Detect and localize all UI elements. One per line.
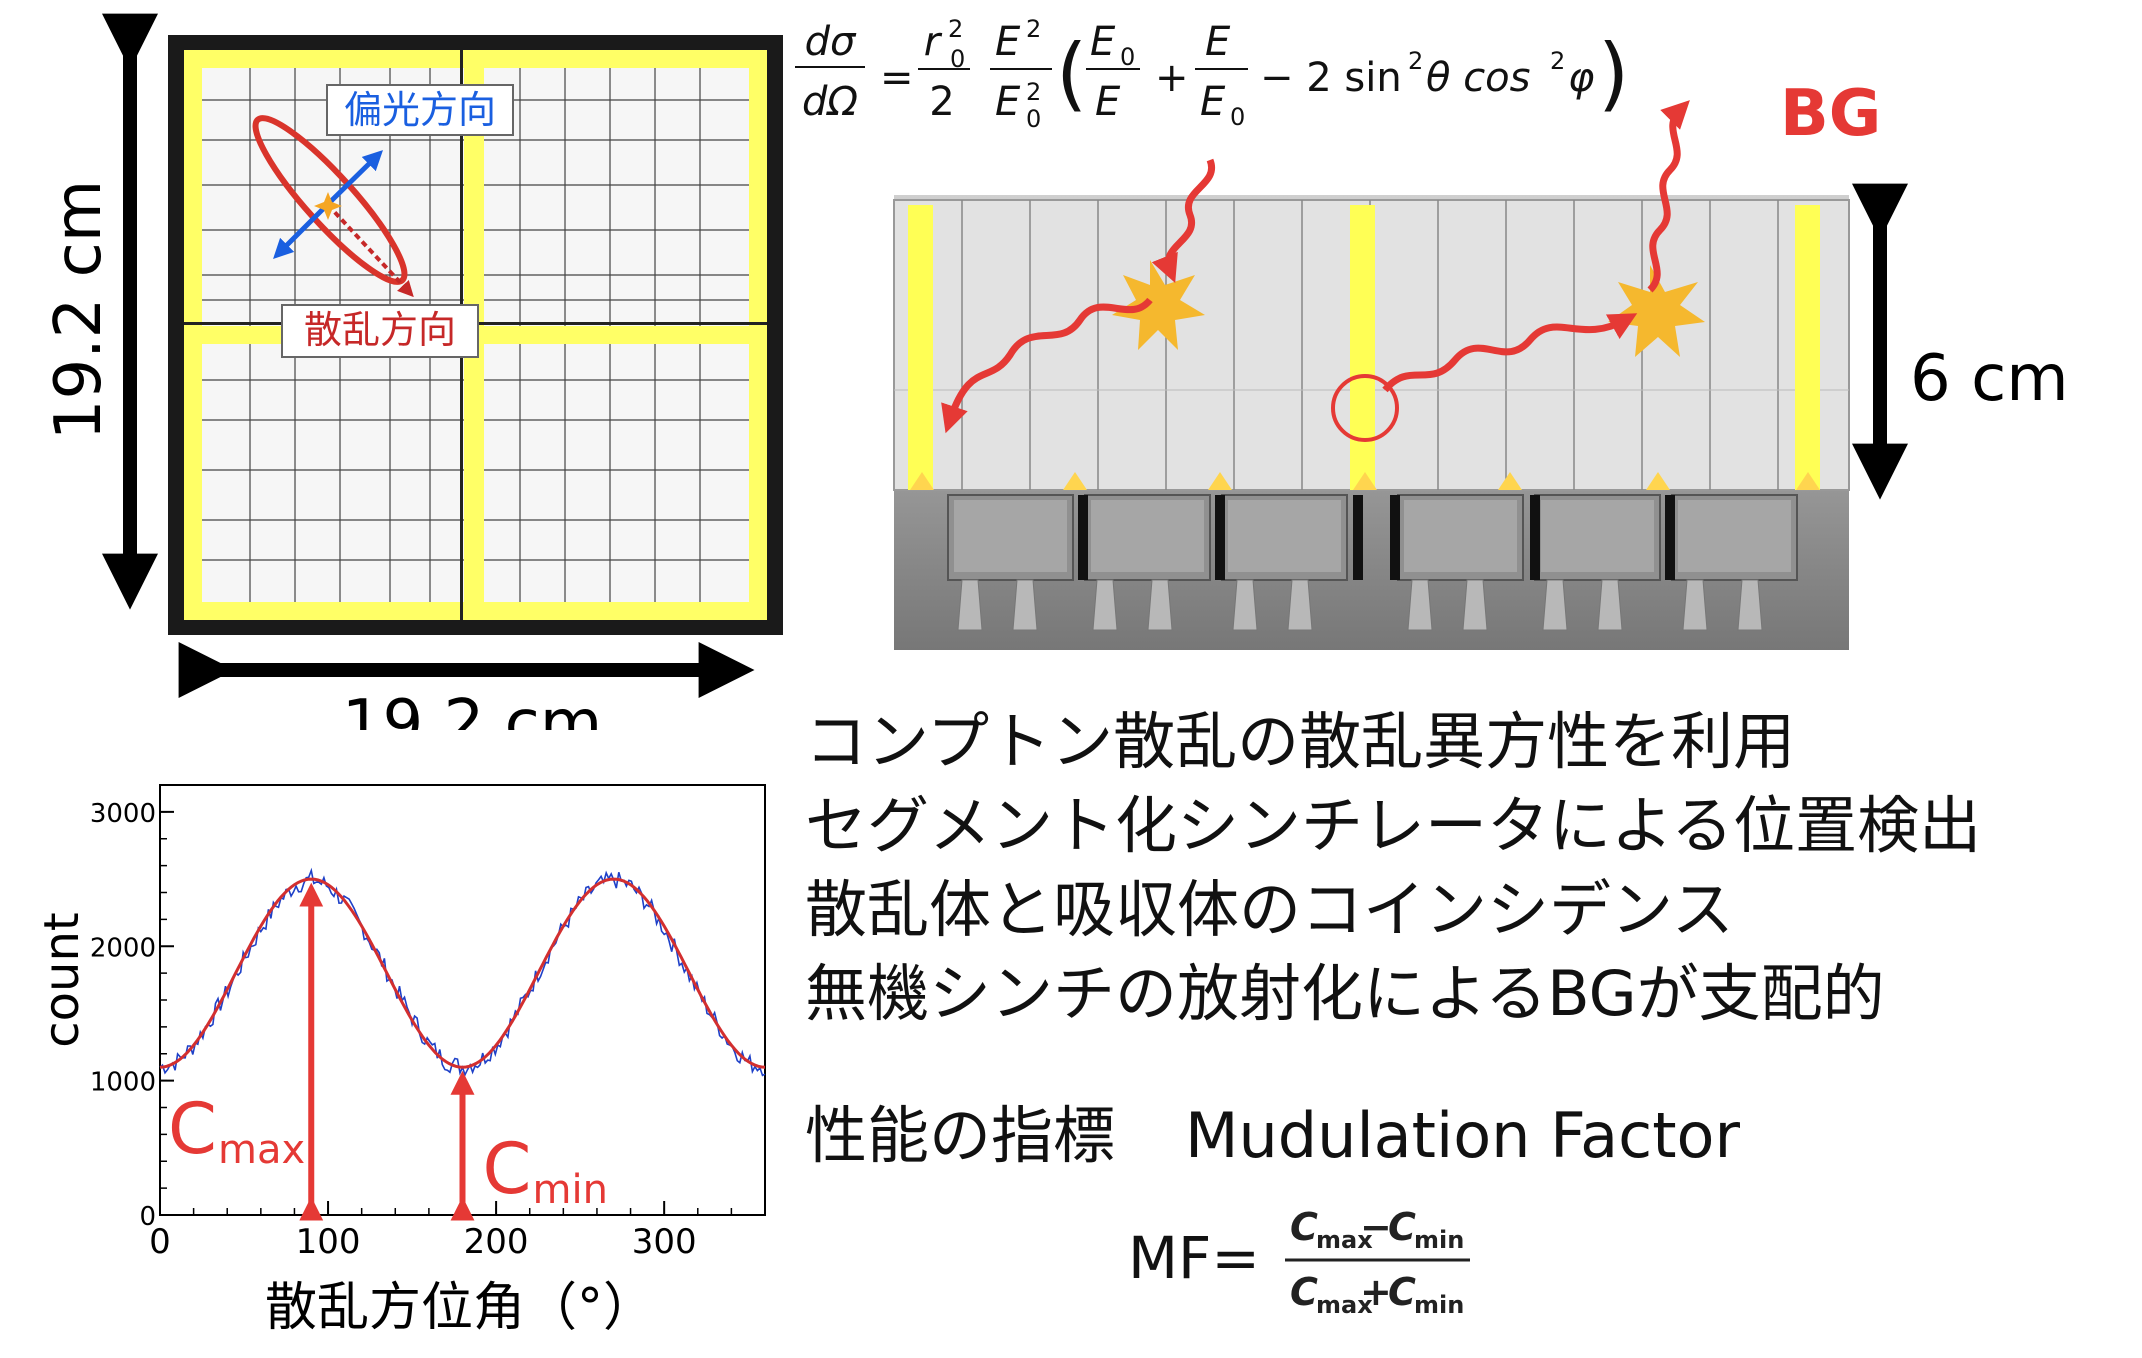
- performance-line: 性能の指標 Mudulation Factor: [805, 1085, 1740, 1175]
- svg-text:0: 0: [1026, 105, 1041, 133]
- mf-den-b: C: [1388, 1270, 1416, 1314]
- svg-text:2: 2: [1550, 47, 1565, 75]
- x-tick-label: 0: [149, 1222, 171, 1262]
- escaping-photon-path: [1647, 100, 1690, 293]
- fit-curve: [159, 877, 766, 1069]
- mf-den-b-sub: min: [1414, 1291, 1464, 1319]
- mf-num-b: C: [1388, 1205, 1416, 1249]
- y-tick-label: 1000: [90, 1068, 156, 1098]
- annotation-label: C: [168, 1088, 217, 1170]
- performance-label: 性能の指標: [805, 1099, 1116, 1172]
- x-tick-label: 300: [632, 1222, 697, 1262]
- svg-text:2: 2: [948, 15, 963, 43]
- bullet-list: コンプトン散乱の散乱異方性を利用 セグメント化シンチレータによる位置検出 散乱体…: [805, 700, 1981, 1036]
- x-axis-label: 散乱方位角（°）: [265, 1278, 655, 1338]
- formula-phi: φ: [1568, 55, 1594, 101]
- svg-text:2: 2: [1408, 47, 1423, 75]
- mf-den-op: +: [1360, 1270, 1392, 1314]
- svg-text:0: 0: [1120, 43, 1135, 71]
- incoming-photon-path: [1151, 158, 1216, 284]
- formula-e2: E: [995, 19, 1021, 65]
- svg-text:): ): [1598, 27, 1629, 120]
- mf-num-a: C: [1290, 1205, 1318, 1249]
- formula-term1-den: E: [1095, 79, 1121, 125]
- formula-lhs-den: dΩ: [802, 79, 858, 125]
- svg-text:(: (: [1056, 27, 1087, 120]
- formula-lhs-num: dσ: [805, 19, 857, 65]
- dim-vertical-label: 19.2 cm: [42, 180, 116, 440]
- polarization-arrow-up: [324, 150, 383, 208]
- mf-formula: MF= C max − C min C max + C min: [1128, 1205, 1470, 1319]
- bullet-item: 無機シンチの放射化によるBGが支配的: [805, 957, 1885, 1030]
- bullet-item: セグメント化シンチレータによる位置検出: [805, 789, 1982, 862]
- annotation-sub: min: [533, 1167, 608, 1213]
- svg-text:+: +: [1155, 55, 1189, 101]
- annotation-sub: max: [218, 1127, 305, 1173]
- svg-text:0: 0: [1230, 103, 1245, 131]
- svg-text:0: 0: [950, 45, 965, 73]
- interaction-star-icon: [1608, 265, 1705, 357]
- formula-term2-den: E: [1200, 79, 1226, 125]
- y-axis-label: count: [34, 912, 90, 1047]
- mf-label: MF=: [1128, 1224, 1260, 1292]
- klein-nishina-formula: dσ dΩ = r 2 0 2 E 2 E 2 0 ( E 0 E + E E …: [795, 15, 1629, 133]
- interaction-star-icon: [314, 192, 342, 220]
- y-tick-label: 0: [139, 1202, 156, 1232]
- x-tick-label: 100: [296, 1222, 361, 1262]
- background-photon-path: [1382, 313, 1638, 393]
- svg-text:=: =: [880, 55, 914, 101]
- mf-num-op: −: [1360, 1205, 1392, 1249]
- detector-top-view: 19.2 cm 19.2 cm 偏光方向 散乱方向: [42, 13, 783, 730]
- formula-term1-num: E: [1090, 19, 1116, 65]
- bullet-item: コンプトン散乱の散乱異方性を利用: [805, 705, 1796, 778]
- formula-two: 2: [929, 79, 954, 125]
- polarization-arrow-down: [273, 204, 328, 259]
- formula-r0: r: [924, 19, 943, 65]
- scatter-direction-arrow: [326, 203, 414, 298]
- y-tick-label: 2000: [90, 933, 156, 963]
- scattered-photon-path: [941, 297, 1153, 434]
- y-tick-label: 3000: [90, 799, 156, 829]
- formula-term2-num: E: [1205, 19, 1231, 65]
- activation-origin-circle: [1331, 374, 1399, 442]
- formula-tail: − 2 sin: [1260, 55, 1402, 101]
- svg-text:2: 2: [1026, 15, 1041, 43]
- photomultiplier-row: [910, 472, 1820, 631]
- mf-den-a-sub: max: [1316, 1291, 1373, 1319]
- svg-text:2: 2: [1026, 78, 1041, 106]
- detector-side-view: BG 6 cm: [893, 77, 2069, 650]
- annotation-label: C: [483, 1128, 532, 1210]
- height-label: 6 cm: [1910, 342, 2069, 416]
- mf-num-b-sub: min: [1414, 1226, 1464, 1254]
- dim-horizontal-label: 19.2 cm: [342, 687, 602, 730]
- formula-e02: E: [995, 79, 1021, 125]
- performance-name: Mudulation Factor: [1185, 1099, 1740, 1172]
- mf-num-a-sub: max: [1316, 1226, 1373, 1254]
- interaction-star-icon: [1112, 260, 1205, 350]
- bg-label: BG: [1780, 77, 1881, 151]
- polarization-label: 偏光方向: [344, 88, 496, 132]
- x-tick-label: 200: [464, 1222, 529, 1262]
- scatter-label: 散乱方向: [304, 308, 456, 352]
- formula-theta: θ cos: [1426, 55, 1531, 101]
- mf-den-a: C: [1290, 1270, 1318, 1314]
- bullet-item: 散乱体と吸収体のコインシデンス: [805, 873, 1734, 946]
